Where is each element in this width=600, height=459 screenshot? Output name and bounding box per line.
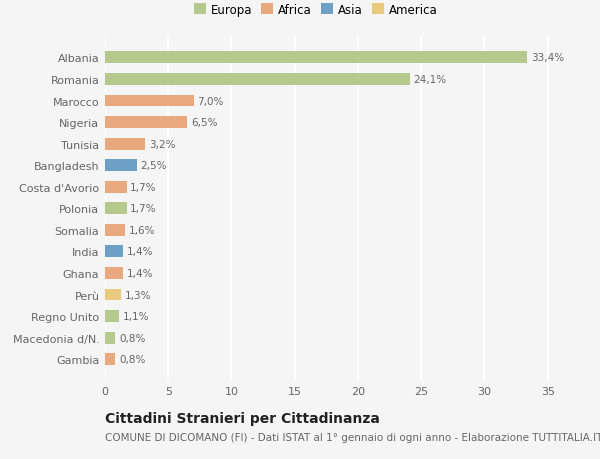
Bar [105,117,187,129]
Bar [105,310,119,322]
Bar [105,160,137,172]
Text: COMUNE DI DICOMANO (FI) - Dati ISTAT al 1° gennaio di ogni anno - Elaborazione T: COMUNE DI DICOMANO (FI) - Dati ISTAT al … [105,432,600,442]
Bar [105,52,527,64]
Bar [105,224,125,236]
Bar [105,181,127,193]
Text: 1,7%: 1,7% [130,204,157,214]
Text: 2,5%: 2,5% [140,161,167,171]
Text: 6,5%: 6,5% [191,118,218,128]
Bar [105,139,145,150]
Text: Cittadini Stranieri per Cittadinanza: Cittadini Stranieri per Cittadinanza [105,411,380,425]
Bar [105,246,123,258]
Text: 1,7%: 1,7% [130,182,157,192]
Legend: Europa, Africa, Asia, America: Europa, Africa, Asia, America [191,1,440,19]
Bar [105,332,115,344]
Text: 0,8%: 0,8% [119,354,145,364]
Bar [105,74,410,86]
Text: 7,0%: 7,0% [197,96,224,106]
Bar [105,95,194,107]
Bar [105,203,127,215]
Text: 3,2%: 3,2% [149,140,176,149]
Bar [105,353,115,365]
Bar [105,289,121,301]
Text: 24,1%: 24,1% [413,75,447,85]
Text: 1,1%: 1,1% [123,311,149,321]
Text: 1,4%: 1,4% [127,247,153,257]
Text: 1,3%: 1,3% [125,290,152,300]
Text: 1,4%: 1,4% [127,269,153,278]
Text: 33,4%: 33,4% [531,53,565,63]
Text: 1,6%: 1,6% [129,225,155,235]
Text: 0,8%: 0,8% [119,333,145,343]
Bar [105,268,123,279]
